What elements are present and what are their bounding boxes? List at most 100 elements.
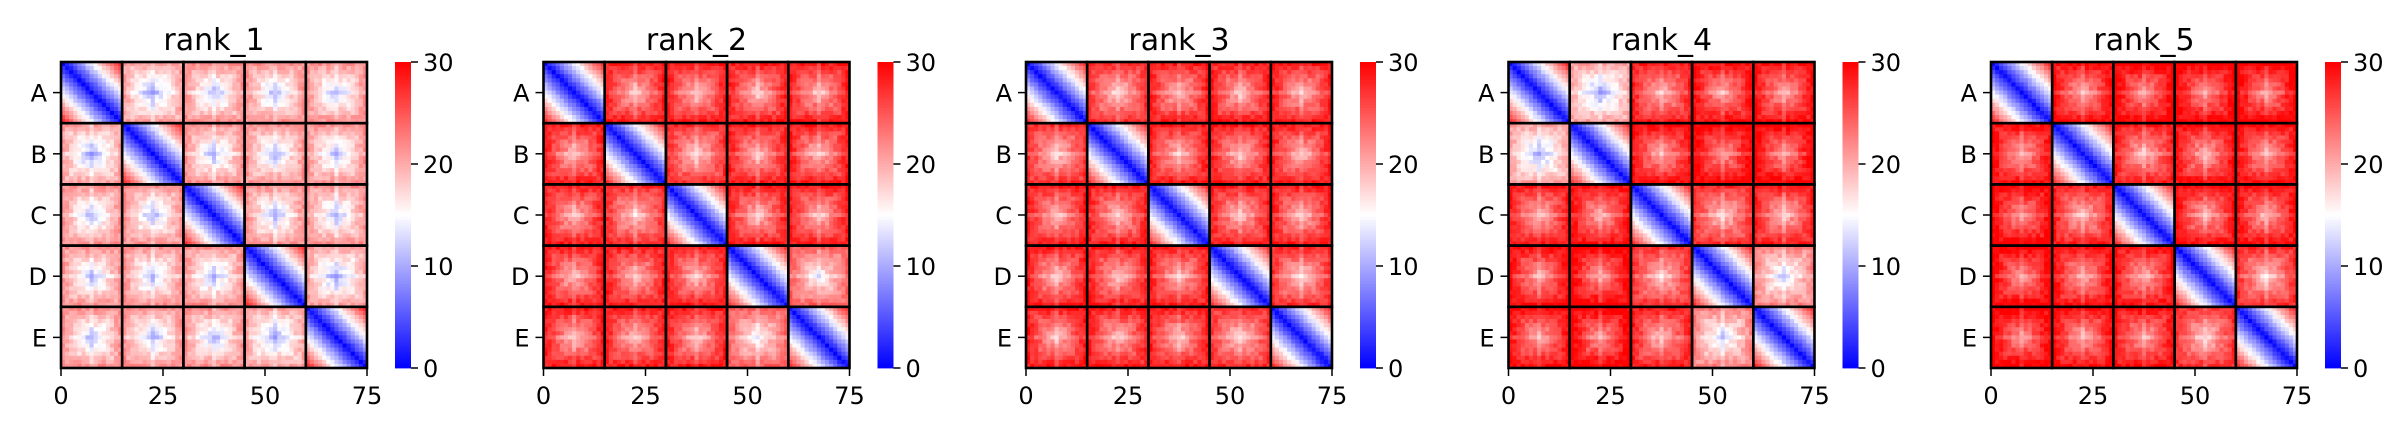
heatmap-cell: [236, 286, 241, 291]
heatmap-cell: [65, 82, 70, 87]
heatmap-cell: [126, 306, 131, 312]
heatmap-cell: [244, 257, 249, 263]
heatmap-cell: [265, 94, 270, 100]
heatmap-cell: [358, 286, 364, 291]
heatmap-cell: [220, 294, 225, 299]
heatmap-cell: [195, 135, 201, 140]
heatmap-cell: [158, 270, 164, 275]
heatmap-cell: [89, 302, 94, 308]
heatmap-cell: [207, 319, 213, 324]
heatmap-cell: [69, 261, 74, 267]
heatmap-cell: [326, 139, 331, 144]
heatmap-cell: [297, 94, 303, 100]
heatmap-cell: [126, 110, 131, 116]
heatmap-cell: [224, 225, 229, 230]
heatmap-cell: [265, 204, 270, 210]
heatmap-cell: [187, 266, 192, 271]
heatmap-cell: [142, 106, 147, 112]
heatmap-cell: [167, 314, 172, 320]
heatmap-cell: [142, 176, 147, 181]
heatmap-cell: [126, 94, 131, 100]
heatmap-cell: [61, 302, 66, 308]
heatmap-cell: [244, 147, 249, 153]
heatmap-cell: [61, 119, 66, 124]
heatmap-cell: [142, 172, 147, 177]
heatmap-cell: [207, 147, 213, 153]
heatmap-cell: [85, 233, 90, 238]
heatmap-cell: [220, 314, 225, 320]
heatmap-cell: [338, 98, 343, 104]
heatmap-cell: [105, 110, 111, 116]
heatmap-cell: [183, 204, 188, 210]
heatmap-cell: [93, 102, 99, 108]
heatmap-cell: [187, 66, 192, 71]
heatmap-cell: [358, 188, 364, 193]
heatmap-cell: [232, 282, 237, 287]
heatmap-cell: [293, 78, 298, 83]
heatmap-cell: [289, 66, 294, 71]
heatmap-cell: [105, 286, 111, 291]
heatmap-cell: [191, 110, 196, 116]
heatmap-cell: [265, 225, 270, 230]
heatmap-cell: [281, 286, 286, 291]
heatmap-cell: [211, 196, 217, 202]
heatmap-cell: [256, 245, 262, 250]
heatmap-cell: [309, 74, 315, 79]
heatmap-cell: [179, 278, 184, 283]
heatmap-cell: [126, 176, 131, 181]
heatmap-cell: [114, 233, 119, 238]
heatmap-cell: [313, 143, 319, 148]
heatmap-cell: [114, 90, 119, 95]
heatmap-cell: [158, 302, 164, 308]
heatmap-cell: [256, 123, 262, 128]
heatmap-cell: [203, 102, 209, 108]
heatmap-cell: [61, 278, 66, 283]
heatmap-cell: [187, 274, 192, 279]
heatmap-cell: [97, 172, 103, 177]
heatmap-cell: [109, 323, 115, 328]
heatmap-cell: [73, 78, 78, 83]
heatmap-cell: [211, 164, 217, 169]
heatmap-cell: [73, 241, 78, 246]
heatmap-cell: [232, 78, 237, 83]
heatmap-cell: [93, 204, 99, 210]
heatmap-cell: [150, 261, 156, 267]
heatmap-cell: [301, 196, 307, 202]
heatmap-cell: [224, 237, 229, 242]
heatmap-cell: [313, 66, 319, 71]
heatmap-cell: [252, 237, 258, 242]
heatmap-cell: [126, 131, 131, 136]
heatmap-cell: [313, 94, 319, 100]
heatmap-cell: [305, 278, 311, 283]
heatmap-cell: [142, 225, 147, 230]
heatmap-cell: [126, 266, 131, 271]
heatmap-cell: [313, 286, 319, 291]
heatmap-cell: [236, 241, 241, 246]
heatmap-cell: [77, 310, 82, 316]
heatmap-cell: [297, 106, 303, 112]
heatmap-cell: [65, 94, 70, 100]
heatmap-cell: [248, 221, 254, 226]
heatmap-cell: [163, 294, 168, 299]
heatmap-cell: [277, 62, 282, 67]
heatmap-cell: [126, 82, 131, 87]
heatmap-cell: [265, 127, 270, 132]
heatmap-cell: [105, 176, 111, 181]
heatmap-cell: [216, 188, 221, 193]
heatmap-cell: [195, 327, 201, 332]
heatmap-cell: [346, 135, 351, 140]
heatmap-cell: [269, 155, 274, 161]
heatmap-cell: [224, 164, 229, 169]
heatmap-cell: [350, 278, 356, 283]
heatmap-cell: [150, 331, 156, 336]
heatmap-cell: [277, 302, 282, 308]
heatmap-cell: [334, 184, 339, 189]
heatmap-cell: [342, 221, 347, 226]
heatmap-cell: [207, 115, 213, 120]
heatmap-cell: [318, 274, 323, 279]
heatmap-cell: [289, 217, 294, 222]
heatmap-cell: [130, 131, 135, 136]
heatmap-cell: [183, 249, 188, 255]
heatmap-cell: [252, 155, 258, 161]
heatmap-cell: [240, 245, 245, 250]
